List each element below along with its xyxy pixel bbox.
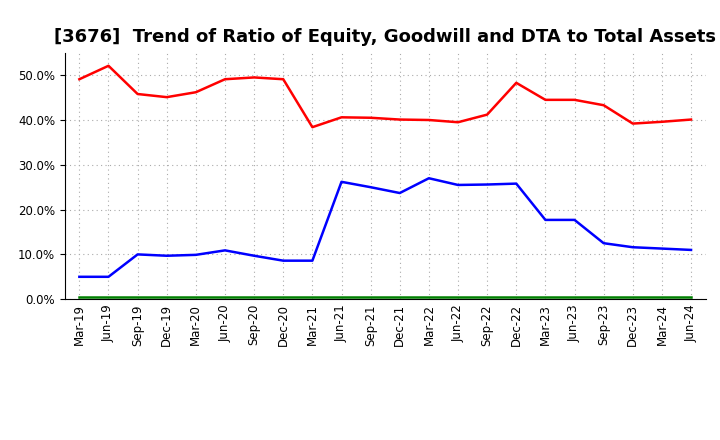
- Deferred Tax Assets: [279, 294, 287, 300]
- Goodwill: [425, 176, 433, 181]
- Deferred Tax Assets: [657, 294, 666, 300]
- Goodwill: [570, 217, 579, 223]
- Equity: [541, 97, 550, 103]
- Deferred Tax Assets: [629, 294, 637, 300]
- Equity: [570, 97, 579, 103]
- Deferred Tax Assets: [75, 294, 84, 300]
- Line: Goodwill: Goodwill: [79, 178, 691, 277]
- Goodwill: [366, 184, 375, 190]
- Equity: [104, 63, 113, 69]
- Goodwill: [308, 258, 317, 263]
- Goodwill: [104, 274, 113, 279]
- Line: Equity: Equity: [79, 66, 691, 127]
- Deferred Tax Assets: [308, 294, 317, 300]
- Goodwill: [629, 245, 637, 250]
- Deferred Tax Assets: [337, 294, 346, 300]
- Goodwill: [220, 248, 229, 253]
- Deferred Tax Assets: [220, 294, 229, 300]
- Equity: [425, 117, 433, 123]
- Equity: [220, 77, 229, 82]
- Title: [3676]  Trend of Ratio of Equity, Goodwill and DTA to Total Assets: [3676] Trend of Ratio of Equity, Goodwil…: [54, 28, 716, 46]
- Goodwill: [657, 246, 666, 251]
- Deferred Tax Assets: [570, 294, 579, 300]
- Deferred Tax Assets: [395, 294, 404, 300]
- Equity: [512, 80, 521, 85]
- Goodwill: [512, 181, 521, 186]
- Deferred Tax Assets: [512, 294, 521, 300]
- Goodwill: [599, 241, 608, 246]
- Equity: [337, 115, 346, 120]
- Deferred Tax Assets: [454, 294, 462, 300]
- Goodwill: [687, 247, 696, 253]
- Deferred Tax Assets: [250, 294, 258, 300]
- Equity: [163, 95, 171, 100]
- Equity: [599, 103, 608, 108]
- Equity: [687, 117, 696, 122]
- Goodwill: [279, 258, 287, 263]
- Equity: [250, 75, 258, 80]
- Goodwill: [250, 253, 258, 258]
- Equity: [483, 112, 492, 117]
- Goodwill: [337, 179, 346, 184]
- Equity: [192, 90, 200, 95]
- Goodwill: [483, 182, 492, 187]
- Equity: [279, 77, 287, 82]
- Deferred Tax Assets: [163, 294, 171, 300]
- Deferred Tax Assets: [192, 294, 200, 300]
- Goodwill: [192, 252, 200, 257]
- Deferred Tax Assets: [104, 294, 113, 300]
- Equity: [629, 121, 637, 126]
- Goodwill: [133, 252, 142, 257]
- Equity: [454, 120, 462, 125]
- Equity: [657, 119, 666, 125]
- Goodwill: [541, 217, 550, 223]
- Goodwill: [75, 274, 84, 279]
- Goodwill: [163, 253, 171, 258]
- Equity: [395, 117, 404, 122]
- Deferred Tax Assets: [483, 294, 492, 300]
- Deferred Tax Assets: [541, 294, 550, 300]
- Equity: [366, 115, 375, 121]
- Deferred Tax Assets: [599, 294, 608, 300]
- Goodwill: [395, 191, 404, 196]
- Equity: [308, 125, 317, 130]
- Equity: [133, 92, 142, 97]
- Deferred Tax Assets: [133, 294, 142, 300]
- Deferred Tax Assets: [425, 294, 433, 300]
- Deferred Tax Assets: [366, 294, 375, 300]
- Deferred Tax Assets: [687, 294, 696, 300]
- Equity: [75, 77, 84, 82]
- Goodwill: [454, 182, 462, 187]
